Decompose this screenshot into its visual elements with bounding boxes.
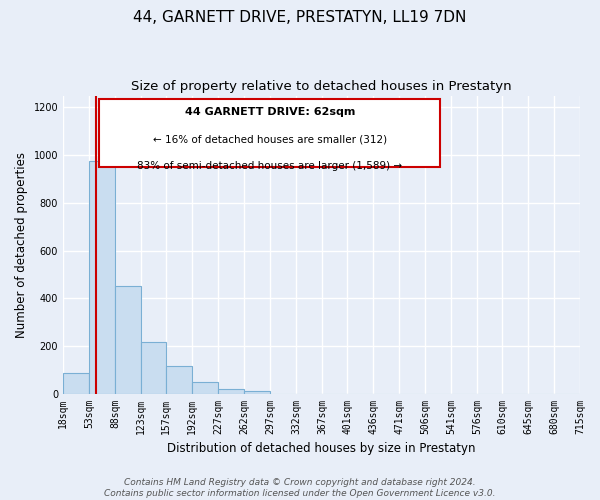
Bar bbox=[141, 342, 166, 394]
Text: Contains HM Land Registry data © Crown copyright and database right 2024.
Contai: Contains HM Land Registry data © Crown c… bbox=[104, 478, 496, 498]
Text: 44 GARNETT DRIVE: 62sqm: 44 GARNETT DRIVE: 62sqm bbox=[185, 108, 355, 118]
Text: ← 16% of detached houses are smaller (312): ← 16% of detached houses are smaller (31… bbox=[153, 134, 387, 144]
Title: Size of property relative to detached houses in Prestatyn: Size of property relative to detached ho… bbox=[131, 80, 512, 93]
Bar bbox=[89, 161, 115, 394]
Text: 44, GARNETT DRIVE, PRESTATYN, LL19 7DN: 44, GARNETT DRIVE, PRESTATYN, LL19 7DN bbox=[133, 10, 467, 25]
Bar bbox=[218, 389, 244, 394]
Bar bbox=[166, 366, 192, 394]
Bar bbox=[63, 374, 89, 394]
Bar bbox=[192, 382, 218, 394]
Y-axis label: Number of detached properties: Number of detached properties bbox=[15, 152, 28, 338]
Bar bbox=[244, 391, 270, 394]
X-axis label: Distribution of detached houses by size in Prestatyn: Distribution of detached houses by size … bbox=[167, 442, 476, 455]
Bar bbox=[115, 286, 141, 394]
FancyBboxPatch shape bbox=[99, 98, 440, 167]
Text: 83% of semi-detached houses are larger (1,589) →: 83% of semi-detached houses are larger (… bbox=[137, 161, 403, 171]
